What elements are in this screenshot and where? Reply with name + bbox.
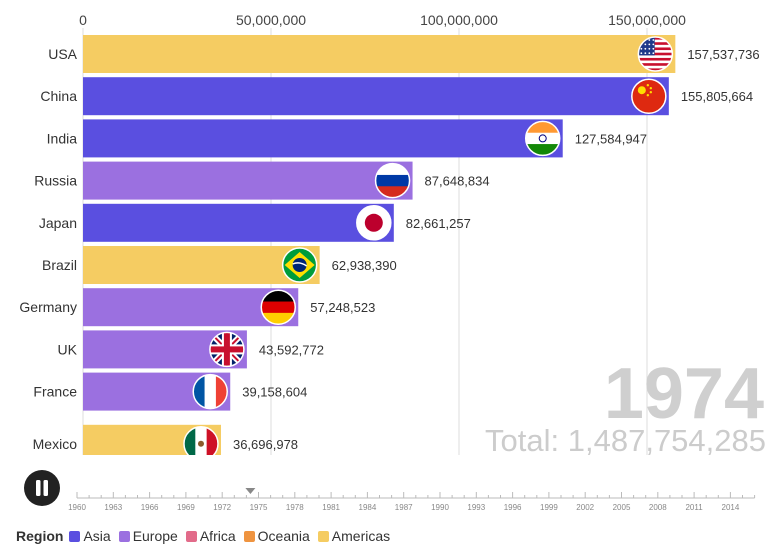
category-label: Japan	[39, 215, 77, 231]
bar	[83, 35, 676, 73]
value-label: 57,248,523	[310, 300, 375, 315]
legend-label: Asia	[83, 528, 111, 544]
timeline-handle[interactable]	[245, 488, 256, 494]
timeline-year-label: 1975	[250, 503, 268, 512]
timeline-year-label: 1999	[540, 503, 558, 512]
play-pause-button[interactable]	[24, 470, 60, 506]
timeline-year-label: 1981	[322, 503, 340, 512]
legend-swatch	[185, 530, 197, 542]
legend-item-americas: Americas	[317, 528, 391, 544]
legend-label: Europe	[132, 528, 178, 544]
bar-row-india: India 127,584,947	[47, 119, 647, 158]
value-label: 155,805,664	[681, 89, 753, 104]
timeline-year-label: 2002	[576, 503, 594, 512]
legend-item-europe: Europe	[118, 528, 178, 544]
x-axis: 0 50,000,000 100,000,000 150,000,000	[79, 12, 686, 455]
bar	[83, 77, 669, 116]
timeline-year-label: 1984	[359, 503, 377, 512]
mexico-flag-icon	[183, 426, 218, 455]
timeline-year-label: 1966	[141, 503, 159, 512]
value-label: 82,661,257	[406, 216, 471, 231]
legend-label: Oceania	[257, 528, 310, 544]
bar-row-mexico: Mexico 36,696,978	[33, 424, 298, 455]
value-label: 36,696,978	[233, 437, 298, 452]
pause-icon	[36, 480, 48, 496]
legend-swatch	[317, 530, 329, 542]
timeline-year-label: 1978	[286, 503, 304, 512]
bar	[83, 246, 320, 284]
timeline-year-label: 2014	[722, 503, 740, 512]
bar-chart-race: 0 50,000,000 100,000,000 150,000,000 USA 157…	[19, 12, 766, 512]
bars: USA 157,537,736 China 155,805,664 India 127,5…	[19, 35, 760, 455]
germany-flag-icon	[261, 290, 296, 325]
x-tick-label: 50,000,000	[236, 12, 306, 28]
france-flag-icon	[193, 374, 228, 409]
legend-label: Americas	[331, 528, 391, 544]
bar-row-germany: Germany 57,248,523	[19, 288, 375, 327]
x-tick-label: 100,000,000	[420, 12, 498, 28]
timeline-year-label: 1963	[104, 503, 122, 512]
china-flag-icon	[631, 79, 666, 114]
value-label: 87,648,834	[425, 174, 490, 189]
timeline-year-label: 1990	[431, 503, 449, 512]
bar-row-brazil: Brazil 62,938,390	[42, 246, 397, 284]
timeline-year-label: 2011	[685, 503, 703, 512]
category-label: China	[40, 88, 77, 104]
x-tick-label: 0	[79, 12, 87, 28]
uk-flag-icon	[209, 332, 244, 367]
bar-row-france: France 39,158,604	[33, 372, 307, 411]
value-label: 127,584,947	[575, 131, 647, 146]
value-label: 43,592,772	[259, 342, 324, 357]
legend-item-africa: Africa	[185, 528, 236, 544]
india-flag-icon	[525, 121, 560, 156]
bar-row-china: China 155,805,664	[40, 77, 753, 116]
category-label: Brazil	[42, 257, 77, 273]
timeline-year-label: 1993	[467, 503, 485, 512]
bar	[83, 119, 563, 158]
bar-row-russia: Russia 87,648,834	[34, 161, 490, 200]
timeline-year-label: 1987	[395, 503, 413, 512]
current-year-label: 1974	[604, 354, 764, 434]
category-label: France	[33, 384, 77, 400]
total-population-label: Total: 1,487,754,285	[485, 423, 766, 458]
bar-row-usa: USA 157,537,736	[48, 35, 760, 73]
value-label: 39,158,604	[242, 385, 307, 400]
legend-item-oceania: Oceania	[243, 528, 310, 544]
timeline-year-label: 1969	[177, 503, 195, 512]
category-label: UK	[58, 341, 78, 357]
bar	[83, 203, 394, 242]
japan-flag-icon	[356, 205, 391, 240]
timeline-year-label: 2008	[649, 503, 667, 512]
value-label: 157,537,736	[687, 47, 759, 62]
value-label: 62,938,390	[332, 258, 397, 273]
timeline: 1960 1963 1966 1969 1972 1975 1978 1981 1984 1987…	[24, 470, 756, 512]
bar-row-uk: UK 43,592,772	[58, 330, 324, 369]
legend-label: Africa	[199, 528, 236, 544]
timeline-year-label: 1960	[68, 503, 86, 512]
category-label: Russia	[34, 173, 77, 189]
timeline-year-label: 2005	[613, 503, 631, 512]
brazil-flag-icon	[282, 248, 317, 282]
category-label: India	[47, 130, 78, 146]
legend-items: Asia Europe Africa Oceania Americas	[69, 528, 398, 544]
russia-flag-icon	[375, 163, 410, 198]
legend-title: Region	[16, 528, 64, 544]
region-legend: Region Asia Europe Africa Oceania Americas	[16, 526, 398, 546]
category-label: Mexico	[33, 436, 78, 452]
legend-swatch	[243, 530, 255, 542]
x-tick-label: 150,000,000	[608, 12, 686, 28]
timeline-year-label: 1996	[504, 503, 522, 512]
legend-item-asia: Asia	[69, 528, 111, 544]
timeline-year-label: 1972	[213, 503, 231, 512]
bar	[83, 161, 413, 200]
legend-swatch	[69, 530, 81, 542]
bar-row-japan: Japan 82,661,257	[39, 203, 471, 242]
category-label: USA	[48, 46, 77, 62]
legend-swatch	[118, 530, 130, 542]
category-label: Germany	[19, 299, 77, 315]
